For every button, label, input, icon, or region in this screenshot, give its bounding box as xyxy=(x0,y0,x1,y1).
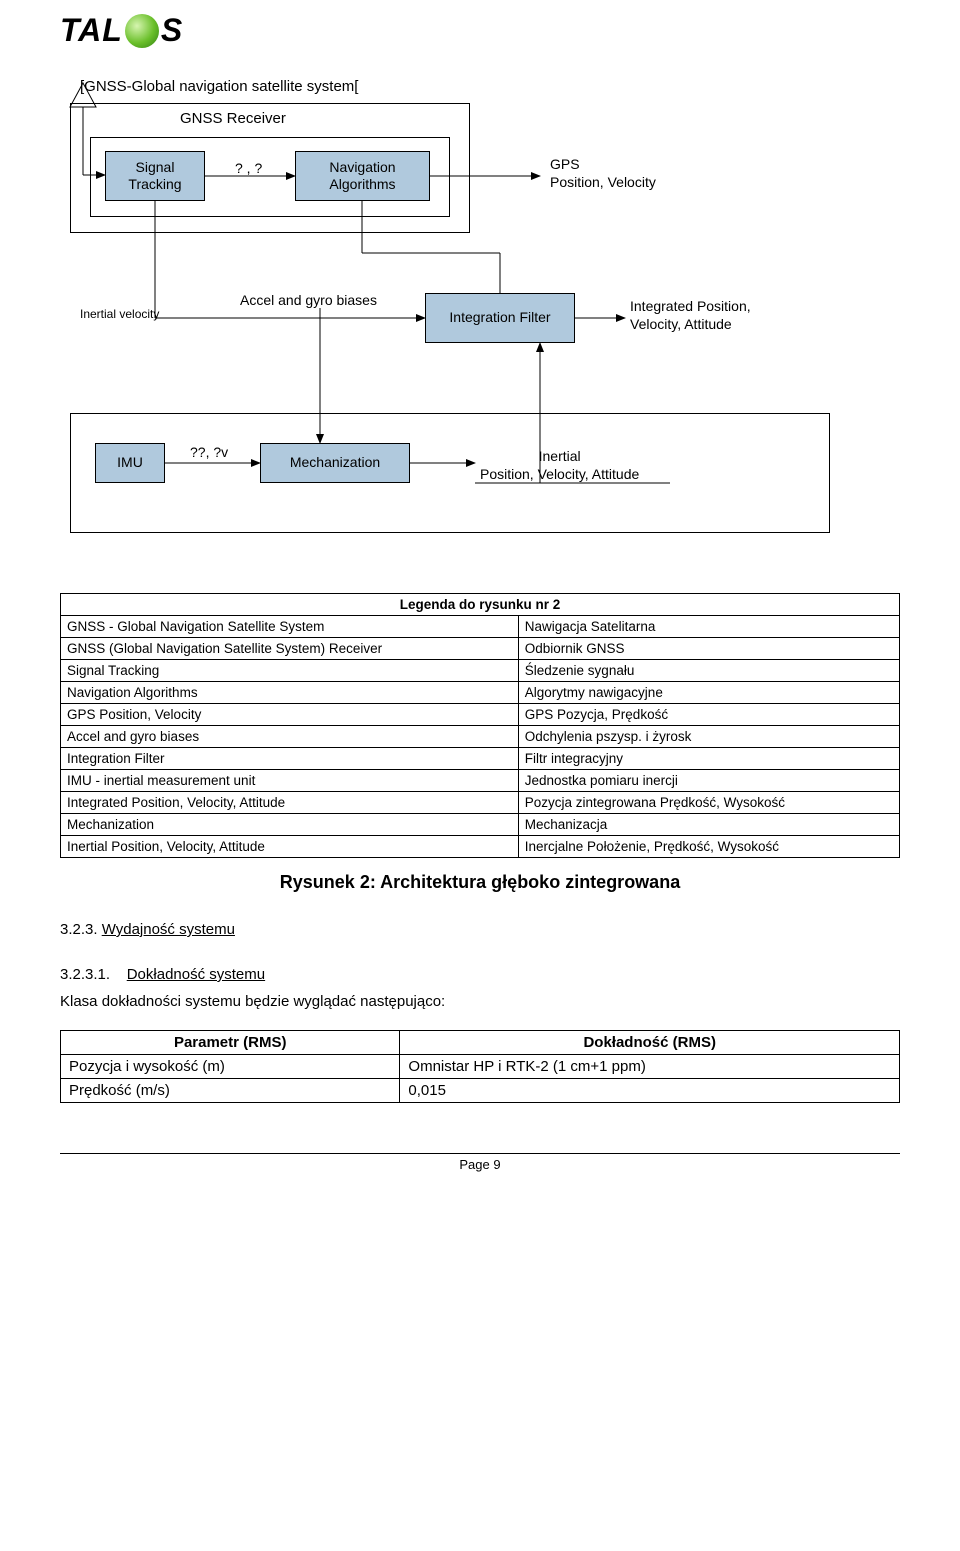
mechanization-box: Mechanization xyxy=(260,443,410,483)
gps-output-label: GPS Position, Velocity xyxy=(550,155,656,191)
table-row: Pozycja i wysokość (m)Omnistar HP i RTK-… xyxy=(61,1055,900,1079)
table-cell: Pozycja zintegrowana Prędkość, Wysokość xyxy=(518,792,899,814)
logo-text-left: TAL xyxy=(60,12,123,49)
table-row: GNSS - Global Navigation Satellite Syste… xyxy=(61,616,900,638)
table-row: Integrated Position, Velocity, AttitudeP… xyxy=(61,792,900,814)
imu-outer-border xyxy=(70,413,830,533)
param-header-0: Parametr (RMS) xyxy=(61,1031,400,1055)
table-cell: GPS Position, Velocity xyxy=(61,704,519,726)
gnss-receiver-label: GNSS Receiver xyxy=(180,109,286,129)
logo-text-right: S xyxy=(161,12,183,49)
param-header-1: Dokładność (RMS) xyxy=(400,1031,900,1055)
legend-title: Legenda do rysunku nr 2 xyxy=(61,594,900,616)
table-cell: Mechanizacja xyxy=(518,814,899,836)
table-cell: Omnistar HP i RTK-2 (1 cm+1 ppm) xyxy=(400,1055,900,1079)
table-row: GNSS (Global Navigation Satellite System… xyxy=(61,638,900,660)
table-row: IMU - inertial measurement unitJednostka… xyxy=(61,770,900,792)
table-cell: Signal Tracking xyxy=(61,660,519,682)
table-cell: Odbiornik GNSS xyxy=(518,638,899,660)
table-row: Accel and gyro biasesOdchylenia pszysp. … xyxy=(61,726,900,748)
table-cell: Jednostka pomiaru inercji xyxy=(518,770,899,792)
table-cell: GPS Pozycja, Prędkość xyxy=(518,704,899,726)
section2-title: Dokładność systemu xyxy=(127,966,265,983)
gnss-header-label: [GNSS-Global navigation satellite system… xyxy=(80,77,358,97)
table-row: MechanizationMechanizacja xyxy=(61,814,900,836)
table-row: Inertial Position, Velocity, AttitudeIne… xyxy=(61,836,900,858)
table-cell: 0,015 xyxy=(400,1079,900,1103)
table-cell: Nawigacja Satelitarna xyxy=(518,616,899,638)
table-row: Prędkość (m/s)0,015 xyxy=(61,1079,900,1103)
section2-num: 3.2.3.1. xyxy=(60,966,110,983)
table-cell: GNSS (Global Navigation Satellite System… xyxy=(61,638,519,660)
section1-num: 3.2.3. xyxy=(60,921,98,938)
table-cell: Integrated Position, Velocity, Attitude xyxy=(61,792,519,814)
imu-box: IMU xyxy=(95,443,165,483)
integration-filter-box: Integration Filter xyxy=(425,293,575,343)
section-accuracy: 3.2.3.1. Dokładność systemu xyxy=(60,966,900,983)
table-cell: Algorytmy nawigacyjne xyxy=(518,682,899,704)
inertial-output-label: Inertial Position, Velocity, Attitude xyxy=(480,447,639,483)
section-performance: 3.2.3. Wydajność systemu xyxy=(60,921,900,938)
table-row: Integration FilterFiltr integracyjny xyxy=(61,748,900,770)
table-cell: Śledzenie sygnału xyxy=(518,660,899,682)
table-cell: Inertial Position, Velocity, Attitude xyxy=(61,836,519,858)
signal-tracking-box: Signal Tracking xyxy=(105,151,205,201)
table-cell: Mechanization xyxy=(61,814,519,836)
table-cell: Odchylenia pszysp. i żyrosk xyxy=(518,726,899,748)
section1-title: Wydajność systemu xyxy=(102,921,235,938)
logo: TAL S xyxy=(60,12,900,49)
table-cell: Pozycja i wysokość (m) xyxy=(61,1055,400,1079)
globe-icon xyxy=(125,14,159,48)
legend-table: Legenda do rysunku nr 2 GNSS - Global Na… xyxy=(60,593,900,858)
table-cell: Filtr integracyjny xyxy=(518,748,899,770)
inertial-velocity-label: Inertial velocity xyxy=(80,307,159,323)
table-cell: Navigation Algorithms xyxy=(61,682,519,704)
architecture-diagram: [GNSS-Global navigation satellite system… xyxy=(50,73,870,553)
accel-gyro-label: Accel and gyro biases xyxy=(240,291,377,309)
table-cell: IMU - inertial measurement unit xyxy=(61,770,519,792)
arrow-label-1: ? , ? xyxy=(235,159,262,177)
body-line: Klasa dokładności systemu będzie wygląda… xyxy=(60,993,900,1010)
integrated-output-label: Integrated Position, Velocity, Attitude xyxy=(630,297,751,333)
figure-caption: Rysunek 2: Architektura głęboko zintegro… xyxy=(60,872,900,893)
page-footer: Page 9 xyxy=(60,1153,900,1172)
table-cell: Prędkość (m/s) xyxy=(61,1079,400,1103)
params-table: Parametr (RMS) Dokładność (RMS) Pozycja … xyxy=(60,1030,900,1103)
nav-algorithms-box: Navigation Algorithms xyxy=(295,151,430,201)
table-cell: GNSS - Global Navigation Satellite Syste… xyxy=(61,616,519,638)
table-row: Navigation AlgorithmsAlgorytmy nawigacyj… xyxy=(61,682,900,704)
table-row: GPS Position, VelocityGPS Pozycja, Prędk… xyxy=(61,704,900,726)
table-cell: Inercjalne Położenie, Prędkość, Wysokość xyxy=(518,836,899,858)
table-row: Signal TrackingŚledzenie sygnału xyxy=(61,660,900,682)
table-cell: Accel and gyro biases xyxy=(61,726,519,748)
imu-arrow-label: ??, ?v xyxy=(190,443,228,461)
table-cell: Integration Filter xyxy=(61,748,519,770)
